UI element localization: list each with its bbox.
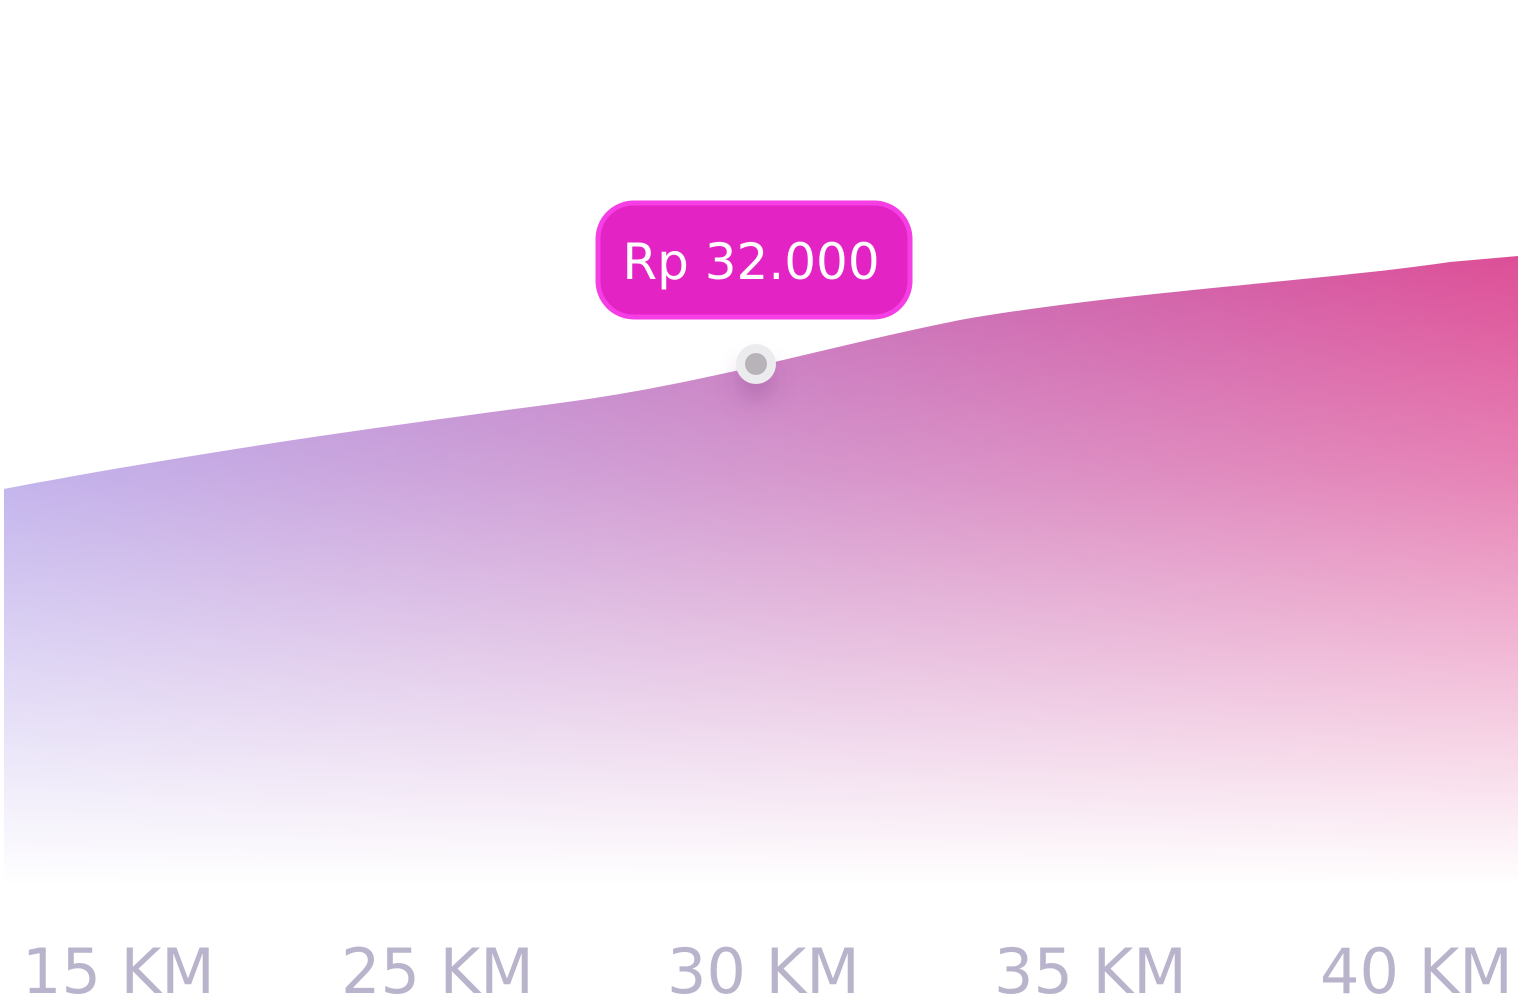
price-tooltip: Rp 32.000 bbox=[595, 200, 913, 320]
x-tick-label: 25 KM bbox=[341, 935, 534, 1008]
area-series bbox=[4, 256, 1518, 885]
highlight-marker[interactable] bbox=[736, 344, 776, 384]
area-fade-overlay bbox=[4, 256, 1518, 885]
x-tick-label: 35 KM bbox=[994, 935, 1187, 1008]
x-axis: 15 KM 25 KM 30 KM 35 KM 40 KM bbox=[22, 935, 1513, 1008]
tooltip-bubble bbox=[595, 200, 913, 320]
tooltip-label: Rp 32.000 bbox=[622, 233, 879, 291]
marker-dot bbox=[745, 353, 767, 375]
x-tick-label: 30 KM bbox=[667, 935, 860, 1008]
x-tick-label: 40 KM bbox=[1320, 935, 1513, 1008]
x-tick-label: 15 KM bbox=[22, 935, 215, 1008]
